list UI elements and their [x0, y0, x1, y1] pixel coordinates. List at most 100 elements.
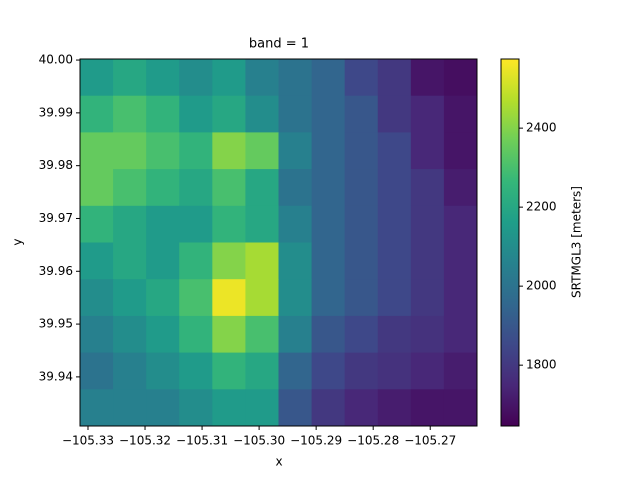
heatmap-cell — [80, 242, 114, 280]
heatmap-cell — [113, 315, 147, 354]
heatmap-cell — [245, 279, 279, 317]
heatmap-cell — [410, 205, 445, 243]
heatmap-cell — [278, 242, 313, 280]
x-axis-label: x — [275, 455, 282, 469]
heatmap-cell — [245, 389, 279, 427]
heatmap-cell — [113, 132, 147, 170]
heatmap-cell — [80, 352, 114, 390]
heatmap-cell — [344, 352, 379, 390]
heatmap-cell — [311, 279, 346, 317]
colorbar-tick-label: 1800 — [526, 358, 557, 372]
heatmap-cell — [443, 95, 478, 133]
y-tick-label: 40.00 — [39, 53, 73, 67]
heatmap-cell — [443, 389, 478, 427]
heatmap-cell — [245, 132, 279, 170]
heatmap-cell — [212, 389, 246, 427]
heatmap-cell — [179, 315, 213, 354]
heatmap-cell — [311, 169, 346, 207]
heatmap-cell — [344, 169, 379, 207]
heatmap-cell — [344, 279, 379, 317]
x-tick-label: −105.27 — [404, 434, 456, 448]
heatmap-cell — [80, 389, 114, 427]
heatmap-cell — [311, 389, 346, 427]
heatmap-cell — [344, 59, 379, 97]
chart-title: band = 1 — [249, 37, 309, 52]
heatmap-cell — [344, 315, 379, 354]
heatmap-cell — [245, 205, 279, 243]
heatmap-cell — [179, 389, 213, 427]
heatmap-cell — [80, 205, 114, 243]
x-tick-label: −105.31 — [176, 434, 228, 448]
heatmap-cell — [212, 242, 246, 280]
heatmap-cell — [278, 352, 313, 390]
heatmap-cell — [278, 279, 313, 317]
heatmap-cell — [146, 95, 180, 133]
heatmap-cell — [410, 279, 445, 317]
colorbar — [500, 58, 520, 427]
heatmap-cell — [212, 315, 246, 354]
plot-frame — [79, 58, 478, 427]
heatmap-cell — [278, 205, 313, 243]
heatmap-cell — [410, 315, 445, 354]
heatmap-cell — [80, 279, 114, 317]
heatmap-cell — [245, 242, 279, 280]
heatmap-cell — [179, 59, 213, 97]
heatmap-cell — [146, 59, 180, 97]
heatmap-cell — [344, 132, 379, 170]
heatmap-cell — [212, 59, 246, 97]
heatmap-cell — [80, 315, 114, 354]
heatmap-cell — [212, 279, 246, 317]
y-tick-label: 39.97 — [39, 211, 73, 225]
y-tick-label: 39.94 — [39, 369, 73, 383]
heatmap-cell — [344, 95, 379, 133]
heatmap-cell — [245, 352, 279, 390]
heatmap-cell — [377, 169, 412, 207]
y-tick-label: 39.98 — [39, 158, 73, 172]
x-tick-label: −105.28 — [347, 434, 399, 448]
heatmap-cell — [278, 59, 313, 97]
heatmap-cell — [344, 242, 379, 280]
heatmap-cell — [311, 352, 346, 390]
heatmap-cell — [80, 169, 114, 207]
heatmap-cell — [278, 95, 313, 133]
heatmap-cell — [212, 95, 246, 133]
heatmap-cell — [179, 169, 213, 207]
heatmap-cell — [311, 95, 346, 133]
heatmap-cell — [410, 242, 445, 280]
heatmap-cell — [113, 169, 147, 207]
colorbar-label: SRTMGL3 [meters] — [570, 186, 584, 298]
x-tick-label: −105.29 — [290, 434, 342, 448]
heatmap-cell — [146, 389, 180, 427]
heatmap-cell — [146, 242, 180, 280]
heatmap-cell — [410, 389, 445, 427]
heatmap-cell — [278, 169, 313, 207]
heatmap-cell — [311, 59, 346, 97]
heatmap-cell — [113, 352, 147, 390]
y-tick-label: 39.96 — [39, 264, 73, 278]
heatmap-cell — [443, 279, 478, 317]
heatmap-cell — [113, 242, 147, 280]
heatmap-cell — [212, 169, 246, 207]
heatmap-cell — [179, 205, 213, 243]
heatmap-cell — [410, 95, 445, 133]
y-tick-label: 39.99 — [39, 105, 73, 119]
heatmap-cell — [443, 352, 478, 390]
heatmap-cell — [146, 315, 180, 354]
heatmap-cell — [146, 279, 180, 317]
heatmap-cell — [377, 315, 412, 354]
heatmap-cell — [410, 132, 445, 170]
heatmap-cell — [80, 59, 114, 97]
heatmap-cell — [443, 242, 478, 280]
heatmap-cell — [443, 59, 478, 97]
heatmap-cell — [311, 242, 346, 280]
heatmap-cell — [377, 242, 412, 280]
heatmap-cell — [344, 389, 379, 427]
x-tick-label: −105.30 — [233, 434, 285, 448]
heatmap-cell — [113, 205, 147, 243]
heatmap-cell — [113, 279, 147, 317]
heatmap-cell — [443, 169, 478, 207]
heatmap-cell — [278, 389, 313, 427]
heatmap-cell — [410, 59, 445, 97]
heatmap-cell — [179, 352, 213, 390]
